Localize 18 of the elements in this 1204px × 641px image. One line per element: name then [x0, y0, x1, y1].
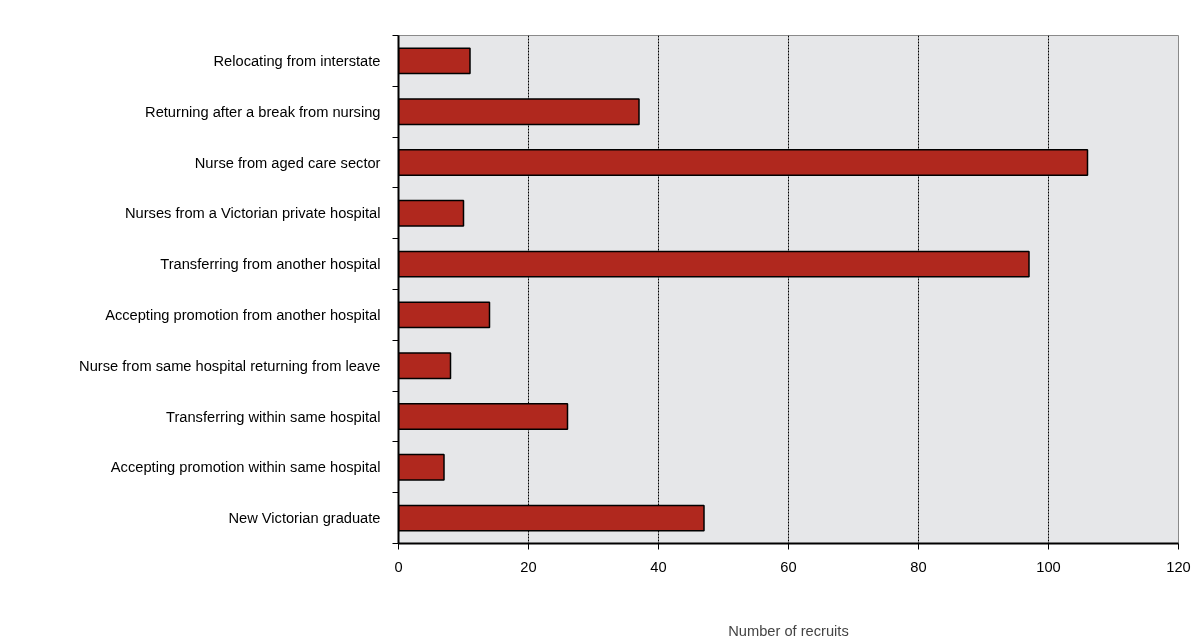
y-tick-label: Nurse from aged care sector	[194, 154, 381, 171]
y-tick-label: Transferring within same hospital	[166, 408, 381, 425]
y-tick-label: New Victorian graduate	[228, 510, 381, 527]
y-tick-label: Nurses from a Victorian private hospital	[124, 205, 381, 222]
x-tick-label: 20	[520, 558, 537, 575]
y-tick-label: Accepting promotion within same hospital	[110, 459, 381, 476]
x-axis-title: Number of recruits	[728, 622, 849, 639]
y-tick-label: Accepting promotion from another hospital	[105, 306, 381, 323]
y-tick-label: Returning after a break from nursing	[145, 103, 381, 120]
x-tick-label: 100	[1036, 558, 1061, 575]
y-tick-label: Transferring from another hospital	[160, 256, 381, 273]
x-tick-label: 0	[394, 558, 403, 575]
y-tick-label: Relocating from interstate	[213, 52, 381, 69]
x-tick-label: 60	[780, 558, 797, 575]
x-tick-label: 40	[650, 558, 667, 575]
x-tick-label: 120	[1166, 558, 1191, 575]
x-tick-label: 80	[910, 558, 927, 575]
y-tick-label: Nurse from same hospital returning from leave	[79, 357, 381, 374]
